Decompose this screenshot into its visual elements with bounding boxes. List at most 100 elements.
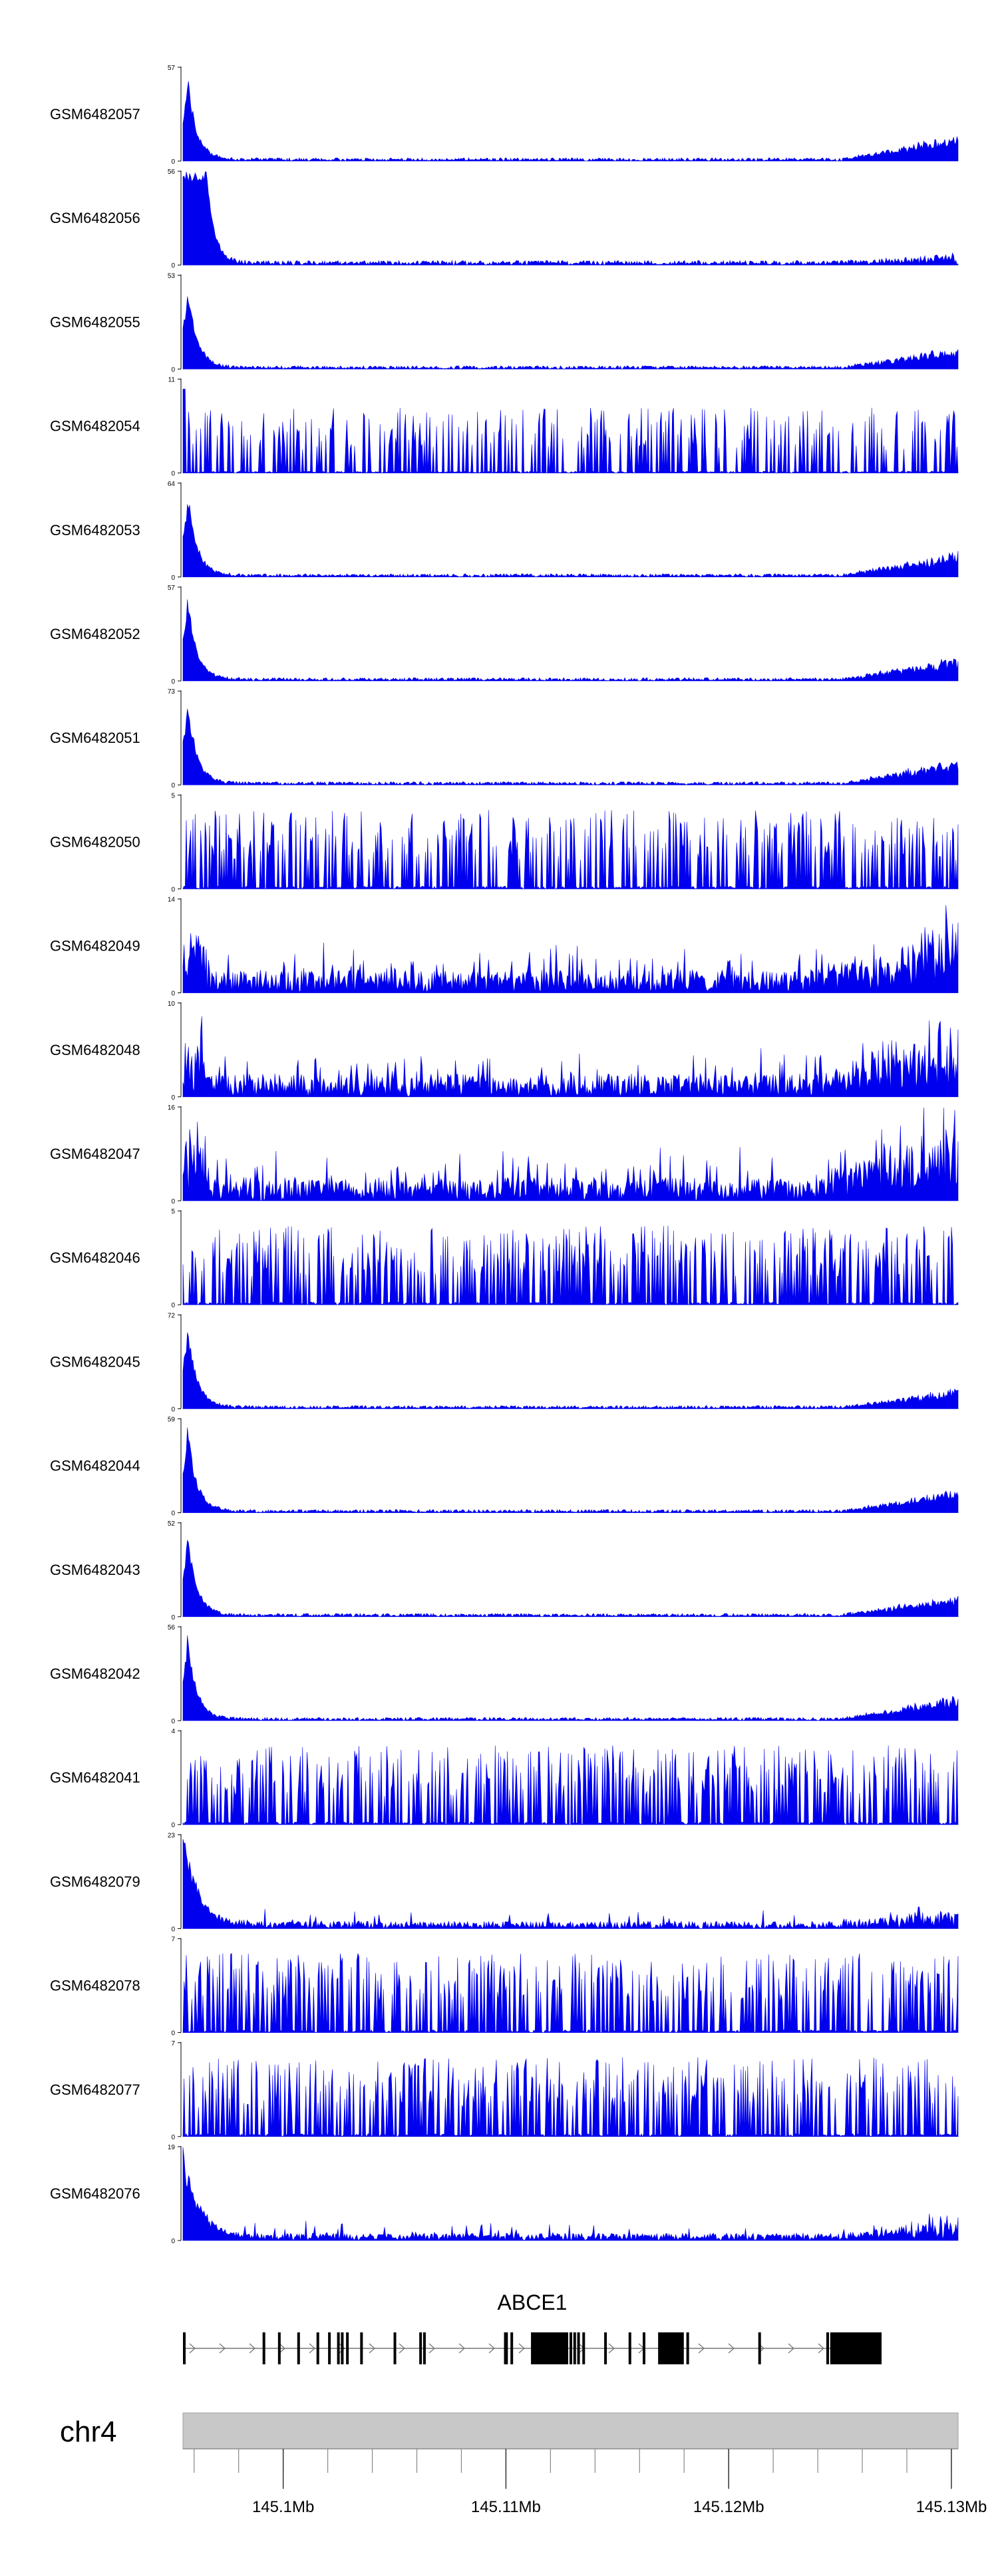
coverage-area: [182, 1016, 959, 1098]
gene-exon: [510, 2332, 514, 2364]
gene-exon: [569, 2332, 572, 2364]
coverage-area: [182, 708, 959, 785]
y-max-label: 57: [168, 65, 176, 72]
gene-exon: [422, 2332, 426, 2364]
gene-exon: [628, 2332, 631, 2364]
y-max-label: 11: [168, 377, 176, 384]
y-max-label: 64: [168, 481, 176, 488]
coverage-area: [182, 809, 959, 890]
strand-arrow: [189, 2343, 196, 2354]
strand-arrow: [219, 2343, 226, 2354]
y-max-label: 16: [168, 1104, 176, 1112]
strand-arrow: [428, 2343, 435, 2354]
y-min-label: 0: [171, 678, 175, 686]
y-min-label: 0: [171, 1926, 175, 1933]
coverage-area: [182, 599, 959, 682]
track-label: GSM6482049: [50, 938, 140, 955]
y-min-label: 0: [171, 1822, 175, 1829]
chromosome-label: chr4: [60, 2416, 117, 2448]
gene-exon: [360, 2332, 363, 2364]
genome-axis-tick-label: 145.13Mb: [916, 2498, 987, 2516]
gene-exon: [341, 2332, 344, 2364]
coverage-area: [182, 389, 959, 474]
track-label: GSM6482054: [50, 418, 140, 435]
track-GSM6482056: GSM6482056 56 0: [50, 168, 959, 270]
track-label: GSM6482051: [50, 730, 140, 746]
gene-exon: [758, 2332, 761, 2364]
y-max-label: 57: [168, 584, 176, 592]
coverage-area: [182, 2057, 959, 2137]
strand-arrow: [309, 2343, 315, 2354]
track-GSM6482046: GSM6482046 5 0: [50, 1208, 959, 1309]
y-max-label: 5: [171, 792, 175, 799]
y-max-label: 14: [168, 897, 176, 904]
coverage-area: [182, 1635, 959, 1721]
strand-arrow: [488, 2343, 495, 2354]
track-GSM6482047: GSM6482047 16 0: [50, 1104, 959, 1205]
y-min-label: 0: [171, 990, 175, 998]
y-max-label: 7: [171, 1936, 175, 1944]
y-min-label: 0: [171, 782, 175, 789]
y-min-label: 0: [171, 574, 175, 582]
y-min-label: 0: [171, 1094, 175, 1102]
coverage-area: [182, 504, 959, 578]
coverage-area: [182, 1745, 959, 1826]
coverage-area: [182, 1107, 959, 1201]
track-GSM6482042: GSM6482042 56 0: [50, 1624, 959, 1725]
y-max-label: 73: [168, 688, 176, 696]
y-max-label: 4: [171, 1728, 175, 1735]
strand-arrow: [279, 2343, 285, 2354]
coverage-area: [182, 171, 959, 266]
y-min-label: 0: [171, 2134, 175, 2141]
y-min-label: 0: [171, 366, 175, 373]
gene-exon: [642, 2332, 645, 2364]
gene-exon: [297, 2332, 300, 2364]
track-GSM6482041: GSM6482041 4 0: [50, 1728, 959, 1829]
track-GSM6482045: GSM6482045 72 0: [50, 1312, 959, 1413]
strand-arrow: [728, 2343, 735, 2354]
track-GSM6482077: GSM6482077 7 0: [50, 2040, 959, 2141]
gene-exon: [582, 2332, 585, 2364]
chromosome-band: [182, 2412, 959, 2450]
track-label: GSM6482044: [50, 1458, 140, 1474]
strand-arrow: [608, 2343, 615, 2354]
gene-exon: [337, 2332, 340, 2364]
genome-axis-tick-label: 145.12Mb: [693, 2498, 764, 2516]
track-label: GSM6482078: [50, 1978, 140, 1994]
y-min-label: 0: [171, 1406, 175, 1413]
y-min-label: 0: [171, 262, 175, 270]
strand-arrow: [818, 2343, 824, 2354]
y-min-label: 0: [171, 2238, 175, 2245]
track-label: GSM6482042: [50, 1665, 140, 1682]
strand-arrow: [369, 2343, 375, 2354]
track-label: GSM6482077: [50, 2081, 140, 2098]
strand-arrow: [458, 2343, 465, 2354]
y-min-label: 0: [171, 471, 175, 478]
track-GSM6482044: GSM6482044 59 0: [50, 1416, 959, 1518]
gene-exon: [531, 2332, 569, 2364]
track-label: GSM6482052: [50, 626, 140, 642]
coverage-area: [182, 905, 959, 993]
track-label: GSM6482056: [50, 210, 140, 226]
track-GSM6482079: GSM6482079 23 0: [50, 1832, 959, 1933]
y-max-label: 19: [168, 2144, 176, 2151]
y-min-label: 0: [171, 2030, 175, 2038]
y-min-label: 0: [171, 1614, 175, 1621]
coverage-tracks: GSM6482057570GSM6482056560GSM6482055530G…: [50, 65, 959, 2245]
y-min-label: 0: [171, 886, 175, 893]
strand-arrow: [788, 2343, 794, 2354]
gene-exon: [393, 2332, 397, 2364]
y-max-label: 52: [168, 1520, 176, 1528]
track-GSM6482043: GSM6482043 52 0: [50, 1520, 959, 1621]
strand-arrow: [249, 2343, 255, 2354]
gene-exon: [830, 2332, 882, 2364]
coverage-area: [182, 1539, 959, 1617]
coverage-area: [182, 296, 959, 370]
track-label: GSM6482046: [50, 1249, 140, 1266]
y-max-label: 10: [168, 1000, 176, 1008]
y-min-label: 0: [171, 1302, 175, 1309]
coverage-area: [182, 1838, 959, 1930]
gene-exon: [183, 2332, 186, 2364]
gene-exon: [346, 2332, 349, 2364]
genome-axis-tick-label: 145.11Mb: [471, 2498, 541, 2516]
